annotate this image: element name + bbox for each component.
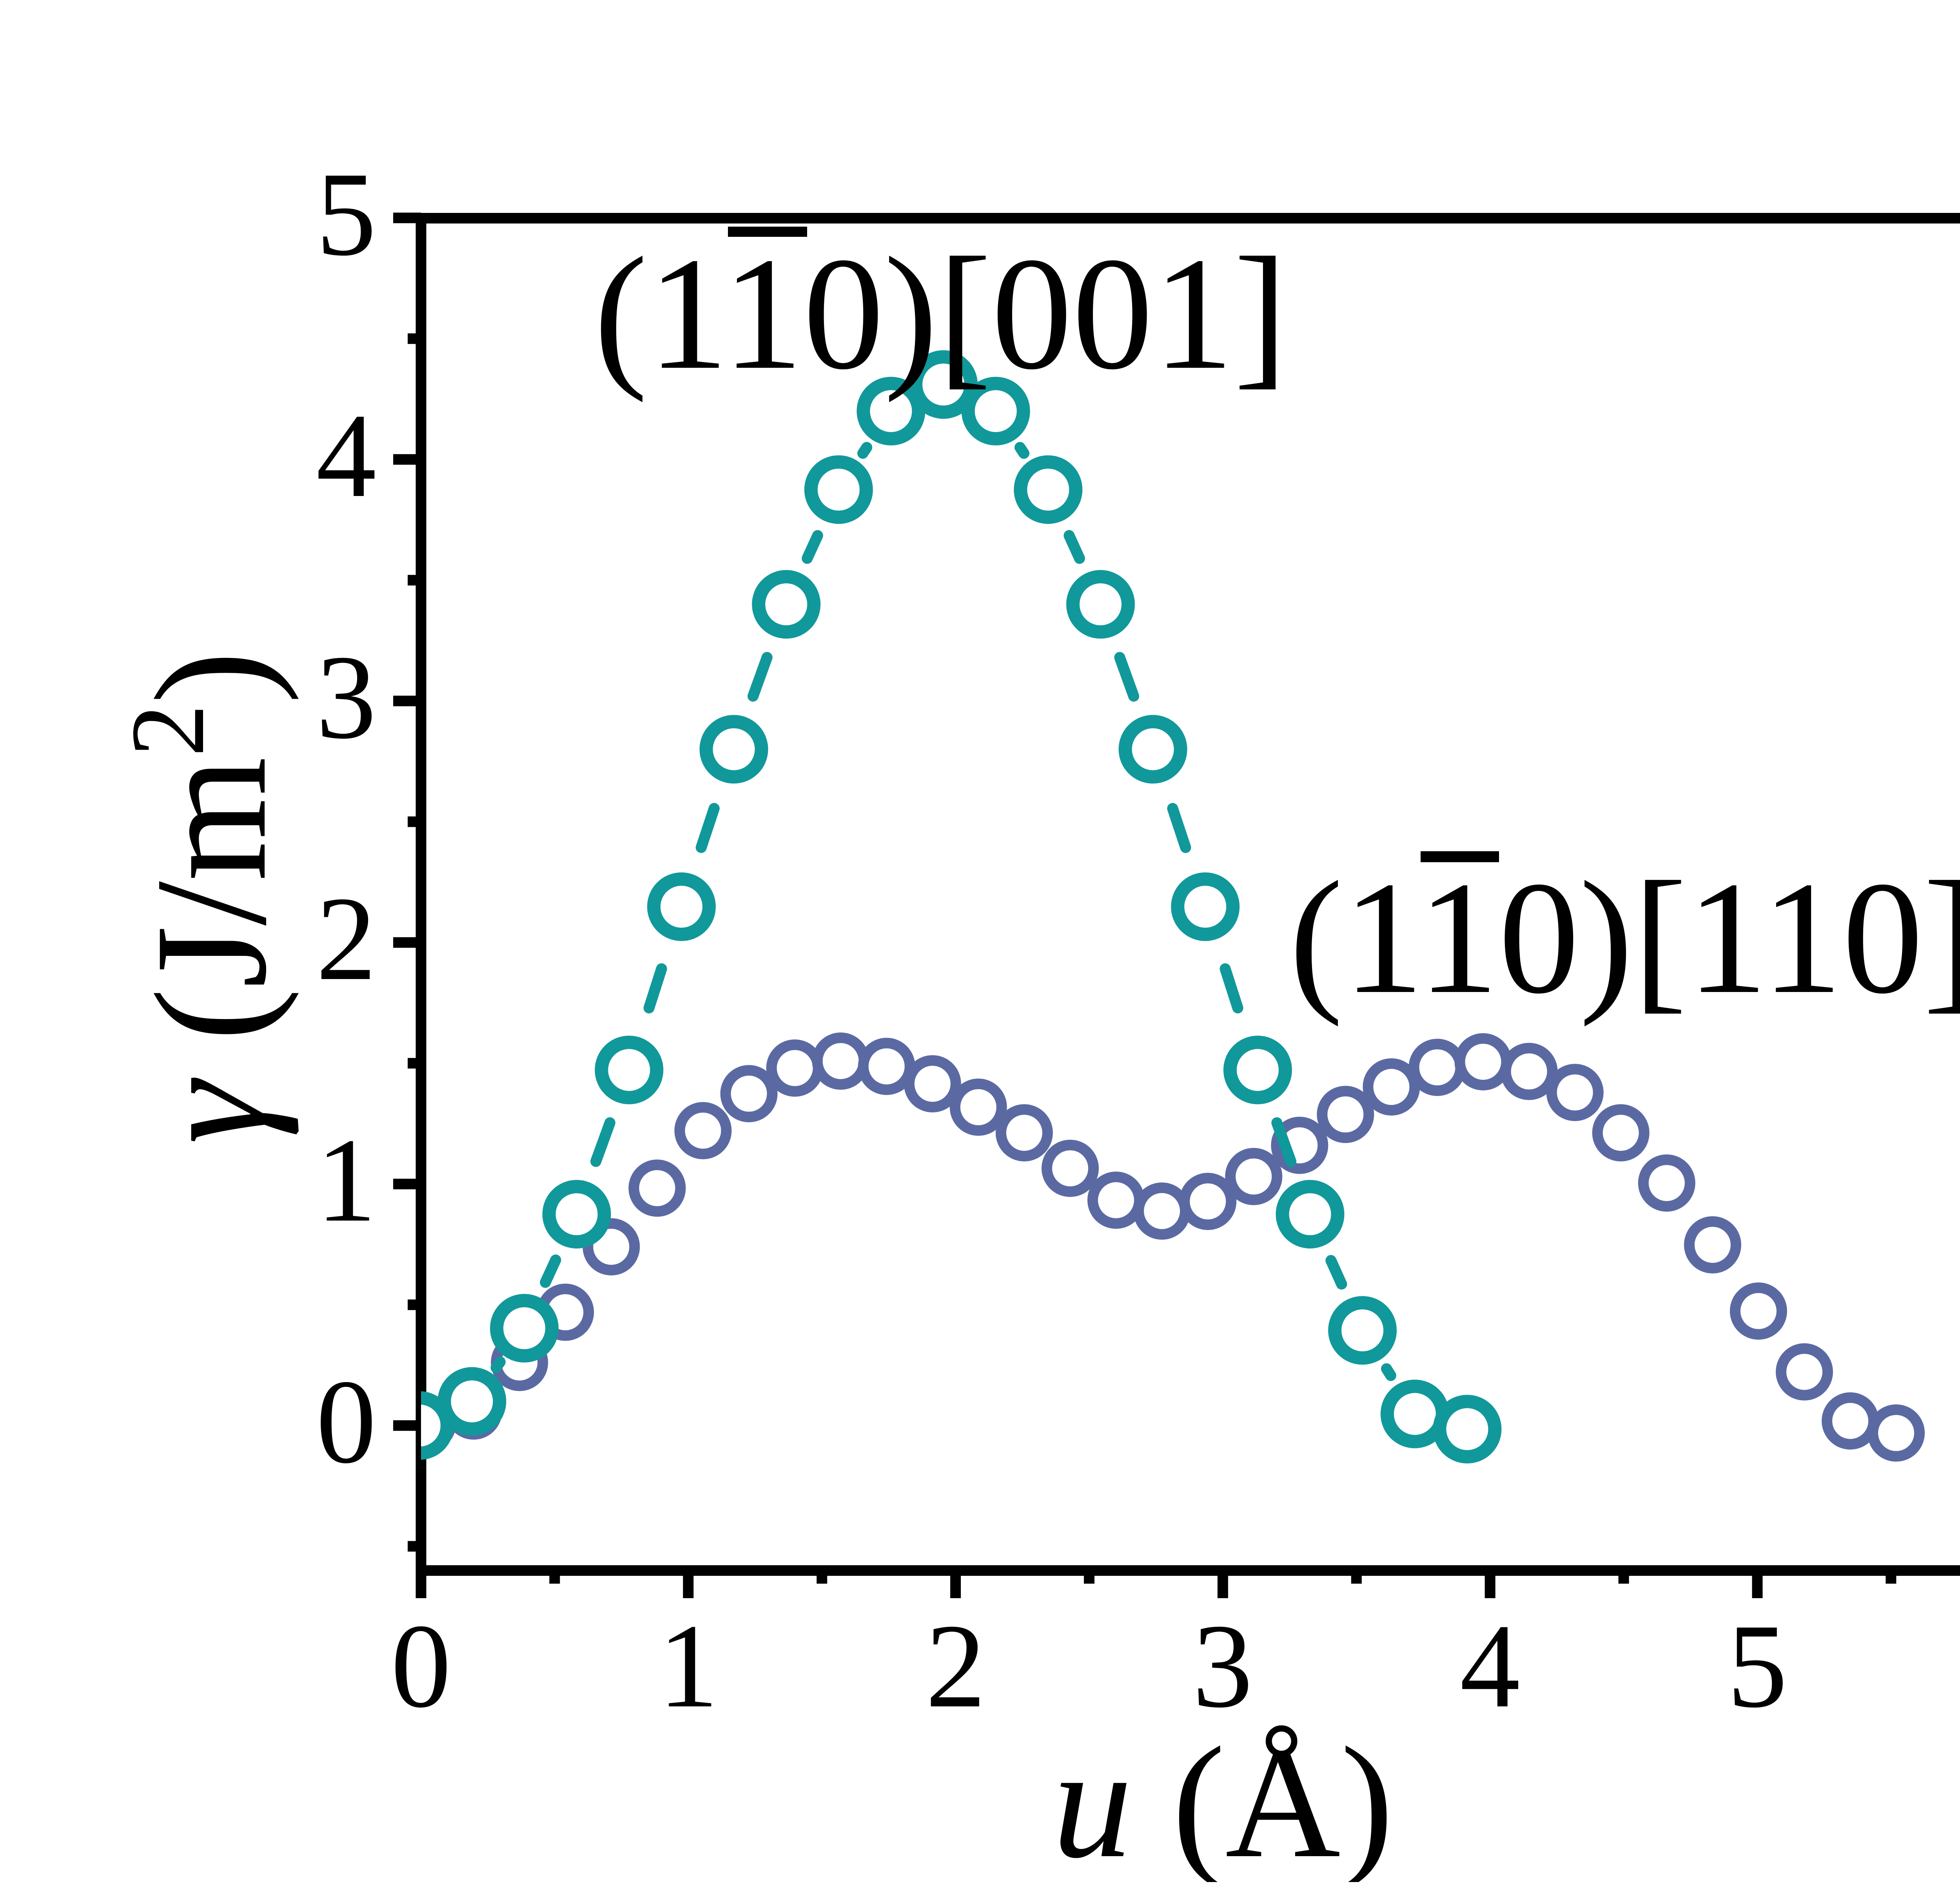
svg-text:2: 2 — [926, 1599, 986, 1733]
svg-text:4: 4 — [1460, 1599, 1520, 1733]
svg-text:γ (J/m2): γ (J/m2) — [109, 651, 299, 1145]
svg-text:(110)[001]: (110)[001] — [594, 224, 1288, 403]
svg-text:4: 4 — [316, 389, 377, 522]
svg-text:u (Å): u (Å) — [1053, 1714, 1394, 1882]
svg-text:0: 0 — [391, 1599, 451, 1733]
svg-text:1: 1 — [316, 1114, 377, 1247]
svg-text:(110)[110]: (110)[110] — [1289, 848, 1960, 1027]
svg-text:5: 5 — [1727, 1599, 1788, 1733]
svg-text:1: 1 — [658, 1599, 719, 1733]
svg-text:0: 0 — [316, 1355, 377, 1488]
svg-text:3: 3 — [316, 630, 377, 764]
svg-text:2: 2 — [316, 872, 377, 1005]
svg-text:5: 5 — [316, 147, 377, 281]
svg-text:3: 3 — [1192, 1599, 1253, 1733]
